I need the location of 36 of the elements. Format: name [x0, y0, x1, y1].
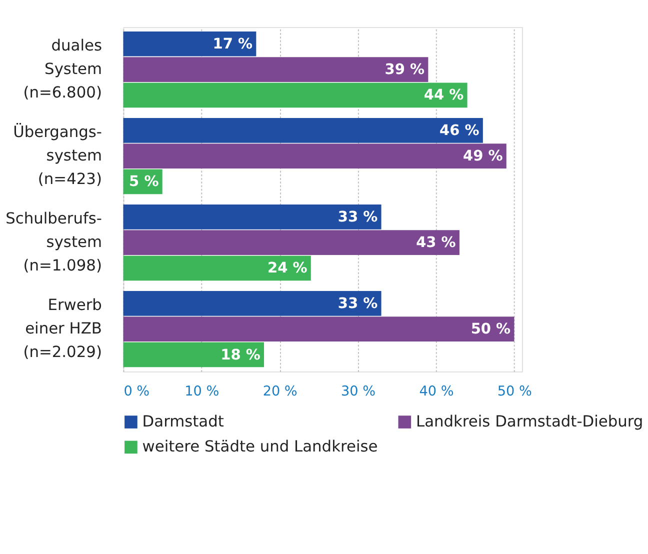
- x-tick-label: 50 %: [497, 384, 532, 400]
- data-label: 49 %: [462, 148, 504, 165]
- y-tick-label: duales System (n=6.800): [23, 36, 102, 102]
- bar: [123, 291, 382, 316]
- data-label: 44 %: [424, 88, 464, 104]
- x-tick-label: 10 %: [184, 384, 220, 400]
- bar: [123, 256, 311, 281]
- bar: [123, 230, 460, 256]
- x-tick-label: 40 %: [419, 384, 454, 400]
- y-tick-label: Erwerb einer HZB (n=2.029): [23, 296, 102, 362]
- data-label: 17 %: [212, 36, 254, 52]
- bar: [123, 118, 483, 143]
- bar: [123, 316, 514, 342]
- data-label: 50 %: [470, 322, 512, 338]
- x-tick-label: 0 %: [124, 384, 150, 400]
- bar: [123, 82, 468, 108]
- data-label: 24 %: [268, 260, 308, 277]
- legend-label: Darmstadt: [142, 412, 224, 431]
- x-tick-label: 20 %: [262, 384, 298, 400]
- data-label: 43 %: [416, 235, 456, 252]
- legend-label: Landkreis Darmstadt-Dieburg: [416, 412, 644, 431]
- y-tick-label: Übergangs- system (n=423): [13, 122, 102, 188]
- y-tick-label: Schulberufs- system (n=1.098): [6, 210, 102, 275]
- x-tick-label: 30 %: [341, 384, 376, 400]
- bar: [123, 31, 256, 56]
- data-label: 5 %: [129, 174, 160, 190]
- bar: [123, 342, 264, 368]
- data-label: 33 %: [338, 209, 378, 226]
- data-label: 18 %: [220, 347, 261, 364]
- data-label: 46 %: [440, 122, 480, 139]
- bar: [123, 144, 506, 168]
- data-label: 33 %: [338, 296, 378, 312]
- bar: [123, 57, 428, 82]
- legend-label: weitere Städte und Landkreise: [142, 438, 378, 456]
- data-label: 39 %: [384, 62, 426, 78]
- bar: [123, 204, 382, 230]
